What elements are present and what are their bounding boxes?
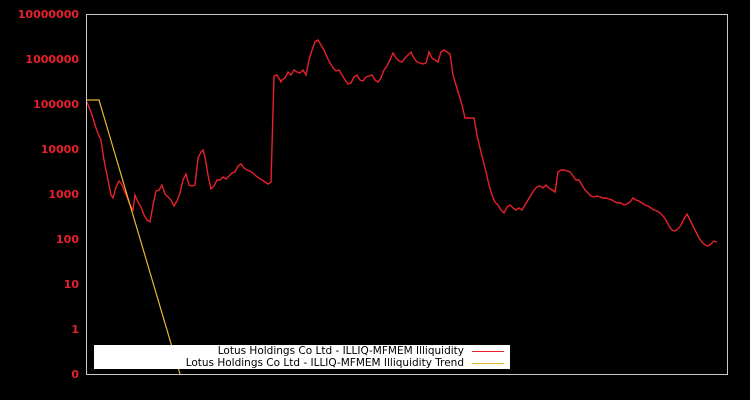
chart-legend: Lotus Holdings Co Ltd - ILLIQ-MFMEM Illi… xyxy=(94,345,510,369)
y-tick-label: 100000 xyxy=(33,98,79,111)
illiquidity-trend-line xyxy=(87,99,181,375)
y-tick-label: 10000 xyxy=(41,143,80,156)
legend-item-trend: Lotus Holdings Co Ltd - ILLIQ-MFMEM Illi… xyxy=(186,357,504,369)
illiquidity-line xyxy=(86,39,718,247)
y-axis-ticks: 0 1 10 100 1000 10000 100000 1000000 10000000 xyxy=(18,8,80,381)
y-tick-label: 1000 xyxy=(48,188,79,201)
y-tick-label: 10000000 xyxy=(18,8,80,21)
y-tick-label: 0 xyxy=(71,368,79,381)
y-tick-label: 1 xyxy=(71,323,79,336)
plot-area-border xyxy=(86,14,728,375)
legend-label: Lotus Holdings Co Ltd - ILLIQ-MFMEM Illi… xyxy=(217,345,464,357)
legend-item-illiquidity: Lotus Holdings Co Ltd - ILLIQ-MFMEM Illi… xyxy=(218,345,504,357)
legend-label: Lotus Holdings Co Ltd - ILLIQ-MFMEM Illi… xyxy=(185,357,464,369)
y-tick-label: 100 xyxy=(56,233,79,246)
legend-swatch-yellow xyxy=(472,362,504,364)
y-tick-label: 10 xyxy=(64,278,80,291)
legend-swatch-red xyxy=(472,350,504,352)
y-tick-label: 1000000 xyxy=(25,53,79,66)
